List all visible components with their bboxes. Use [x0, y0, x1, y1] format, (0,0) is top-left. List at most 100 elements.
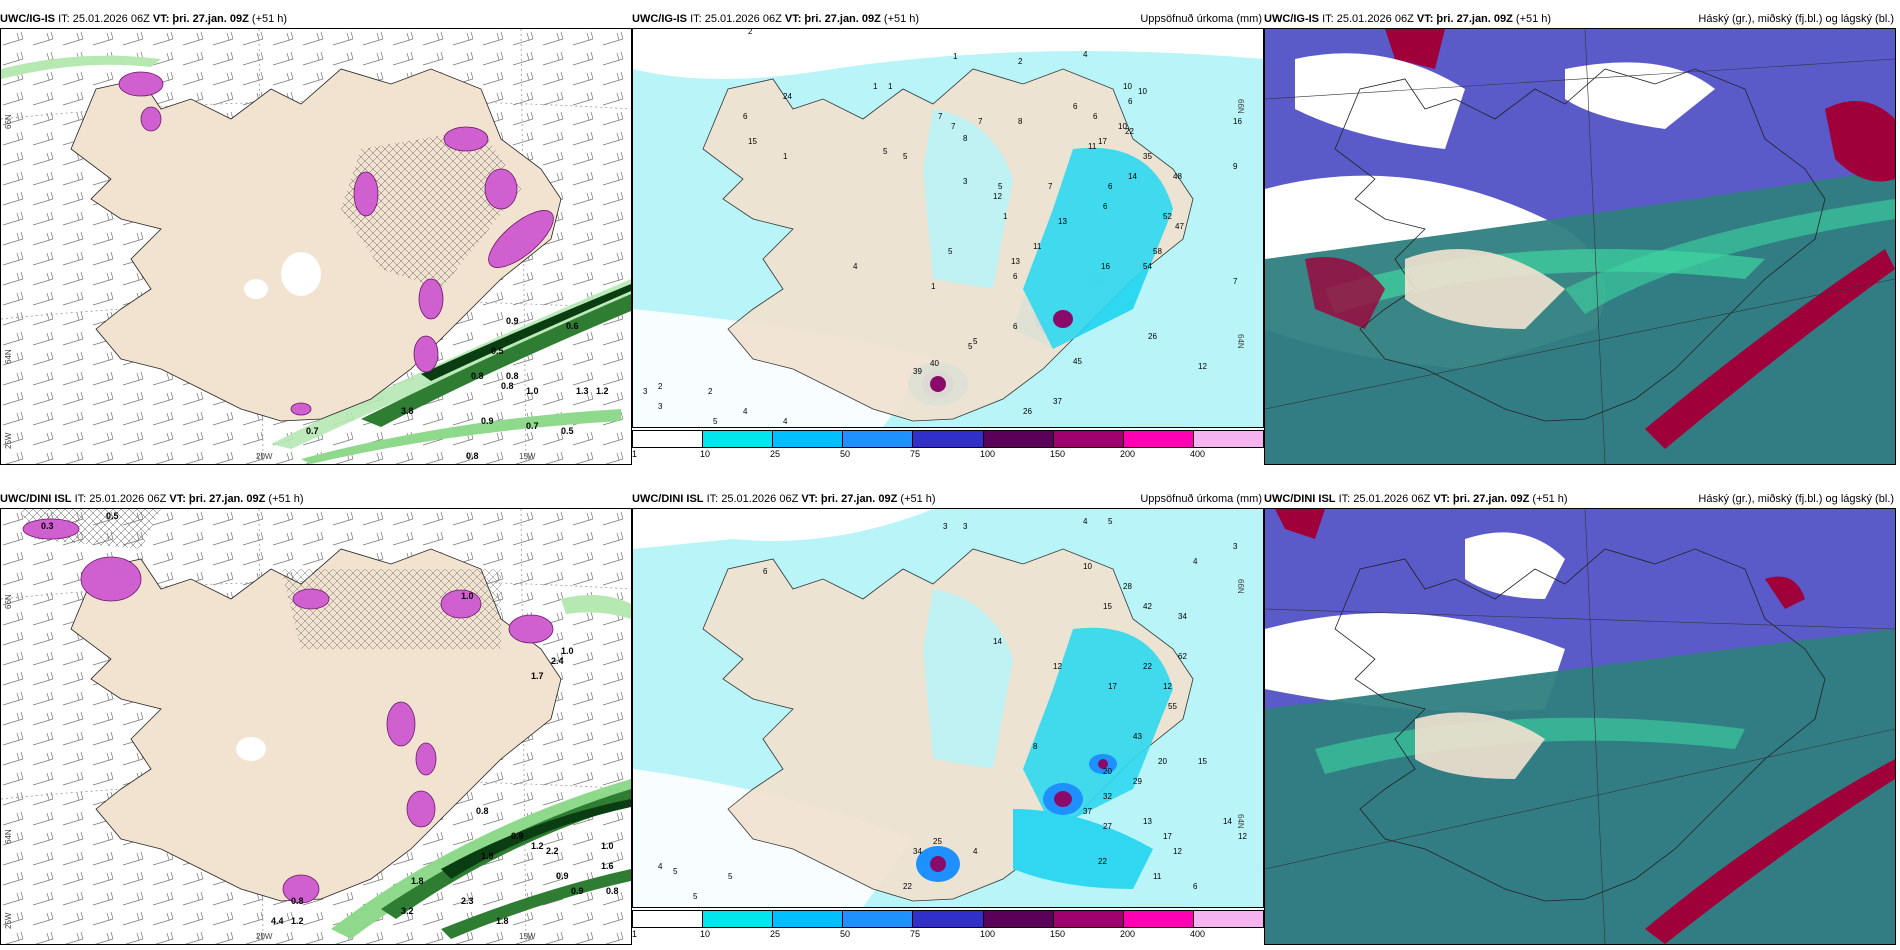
swatch-1 [703, 911, 774, 927]
svg-text:0.7: 0.7 [526, 421, 539, 431]
svg-text:5: 5 [1108, 517, 1113, 526]
lon-label-20w: 20W [256, 452, 273, 461]
svg-text:1.9: 1.9 [481, 851, 494, 861]
svg-text:0.8: 0.8 [471, 371, 484, 381]
colorbar-ticks: 1 10 25 50 75 100 150 200 400 [632, 929, 1264, 943]
svg-text:10: 10 [1123, 82, 1132, 91]
map-area[interactable] [1264, 28, 1896, 465]
svg-text:4: 4 [1083, 517, 1088, 526]
svg-text:15: 15 [1198, 757, 1207, 766]
svg-text:0.9: 0.9 [481, 416, 494, 426]
swatch-3 [843, 431, 914, 447]
svg-text:17: 17 [1108, 682, 1117, 691]
panel-bot-mid: UWC/DINI ISL IT: 25.01.2026 06Z VT: þri.… [632, 490, 1264, 945]
svg-text:11: 11 [1153, 872, 1162, 881]
valid-label: VT: [784, 13, 802, 25]
field-title: Uppsöfnuð úrkoma (mm) [1140, 13, 1262, 25]
svg-text:0.9: 0.9 [506, 316, 519, 326]
svg-text:16: 16 [1233, 117, 1242, 126]
map-area[interactable]: 2 1 2 4 10 10 16 1 1 24 7 7 8 7 6 6 5 3 … [632, 28, 1264, 428]
svg-text:32: 32 [1103, 792, 1112, 801]
svg-text:1.0: 1.0 [561, 646, 574, 656]
model-name: UWC/DINI ISL [632, 493, 704, 505]
value-labels: 0.3 0.5 1.0 0.9 1.2 2.2 1.0 1.6 0.9 0.8 … [41, 511, 619, 926]
swatch-7 [1123, 431, 1194, 447]
field-title: Háský (gr.), miðský (fj.bl.) og lágský (… [1698, 13, 1894, 25]
svg-text:28: 28 [1123, 582, 1132, 591]
map-area[interactable]: 0.3 0.5 1.0 0.9 1.2 2.2 1.0 1.6 0.9 0.8 … [0, 508, 632, 945]
svg-text:3: 3 [643, 387, 648, 396]
svg-text:7: 7 [1048, 182, 1053, 191]
map-area[interactable]: 3 3 4 5 3 4 6 10 28 14 15 42 34 62 12 55… [632, 508, 1264, 908]
svg-text:12: 12 [1198, 362, 1207, 371]
svg-text:8: 8 [1033, 742, 1038, 751]
lead-time: (+51 h) [883, 13, 920, 25]
map-svg: 2 1 2 4 10 10 16 1 1 24 7 7 8 7 6 6 5 3 … [633, 29, 1263, 427]
svg-text:55: 55 [1168, 702, 1177, 711]
init-time: IT: 25.01.2026 06Z [1322, 13, 1414, 25]
svg-text:26: 26 [1023, 407, 1032, 416]
svg-text:12: 12 [1053, 662, 1062, 671]
svg-text:4: 4 [853, 262, 858, 271]
tick: 75 [910, 929, 921, 939]
svg-text:3.8: 3.8 [401, 406, 414, 416]
tick: 50 [840, 929, 851, 939]
value-labels: 3 3 4 5 3 4 6 10 28 14 15 42 34 62 12 55… [658, 517, 1247, 901]
svg-text:2: 2 [1018, 57, 1023, 66]
swatch-6 [1053, 911, 1124, 927]
svg-text:14: 14 [1223, 817, 1232, 826]
svg-text:5: 5 [968, 342, 973, 351]
svg-text:5: 5 [693, 892, 698, 901]
svg-text:5: 5 [973, 337, 978, 346]
svg-text:15: 15 [748, 137, 757, 146]
svg-text:1: 1 [783, 152, 788, 161]
init-time: IT: 25.01.2026 06Z [1338, 493, 1431, 505]
panel-header: UWC/DINI ISL IT: 25.01.2026 06Z VT: þri.… [632, 490, 1264, 508]
svg-text:22: 22 [1125, 127, 1134, 136]
map-area[interactable]: 0.9 0.8 0.8 0.7 1.0 0.5 3.8 0.9 0.8 1.3 … [0, 28, 632, 465]
swatch-7 [1123, 911, 1194, 927]
model-name: UWC/DINI ISL [1264, 493, 1336, 505]
svg-text:14: 14 [993, 637, 1002, 646]
panel-bot-left: UWC/DINI ISL IT: 25.01.2026 06Z VT: þri.… [0, 490, 632, 945]
svg-text:24: 24 [783, 92, 792, 101]
lon-label-25w: 25W [4, 432, 13, 449]
svg-text:1.2: 1.2 [531, 841, 544, 851]
svg-text:8: 8 [963, 134, 968, 143]
svg-text:16: 16 [1101, 262, 1110, 271]
lon-label-15w: 15W [519, 932, 536, 941]
tick: 1 [632, 929, 638, 939]
svg-text:0.8: 0.8 [506, 371, 519, 381]
map-area[interactable] [1264, 508, 1896, 945]
model-name: UWC/IG-IS [0, 13, 55, 25]
svg-text:4: 4 [743, 407, 748, 416]
svg-text:29: 29 [1133, 777, 1142, 786]
svg-text:34: 34 [1178, 612, 1187, 621]
svg-text:5: 5 [728, 872, 733, 881]
svg-text:0.9: 0.9 [511, 831, 524, 841]
svg-text:0.8: 0.8 [466, 451, 479, 461]
svg-text:13: 13 [1011, 257, 1020, 266]
svg-text:1: 1 [931, 282, 936, 291]
valid-time: þri. 27.jan. 09Z [820, 493, 898, 505]
swatch-3 [843, 911, 914, 927]
snow-blobs [22, 518, 554, 904]
valid-time: þri. 27.jan. 09Z [188, 493, 266, 505]
tick: 400 [1190, 929, 1206, 939]
tick: 400 [1190, 449, 1206, 459]
svg-text:3: 3 [943, 522, 948, 531]
svg-text:26: 26 [1148, 332, 1157, 341]
tick: 25 [770, 929, 781, 939]
svg-text:22: 22 [1098, 857, 1107, 866]
svg-text:6: 6 [1103, 202, 1108, 211]
svg-text:6: 6 [1073, 102, 1078, 111]
map-svg [1265, 29, 1895, 464]
svg-text:1.8: 1.8 [411, 876, 424, 886]
svg-text:6: 6 [1013, 322, 1018, 331]
swatch-4 [913, 431, 984, 447]
svg-text:1: 1 [1003, 212, 1008, 221]
panel-top-mid: UWC/IG-IS IT: 25.01.2026 06Z VT: þri. 27… [632, 10, 1264, 465]
value-labels: 2 1 2 4 10 10 16 1 1 24 7 7 8 7 6 6 5 3 … [643, 29, 1242, 426]
svg-text:5: 5 [883, 147, 888, 156]
swatch-4 [913, 911, 984, 927]
